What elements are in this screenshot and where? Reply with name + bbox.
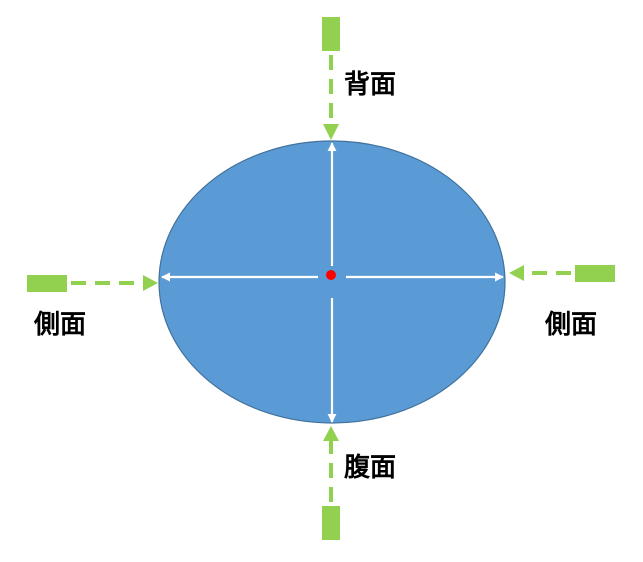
label-dorsal: 背面 [344, 70, 397, 100]
center-dot [326, 270, 336, 280]
view-arrow-top [322, 17, 340, 140]
view-arrow-left [27, 275, 158, 292]
label-ventral: 腹面 [344, 453, 397, 483]
view-arrow-right [509, 265, 615, 282]
view-arrow-bottom [322, 426, 340, 540]
internal-axes [161, 142, 504, 423]
label-lateral-right: 側面 [545, 310, 598, 340]
label-lateral-left: 側面 [34, 310, 87, 340]
cross-section-ellipse [158, 140, 506, 424]
